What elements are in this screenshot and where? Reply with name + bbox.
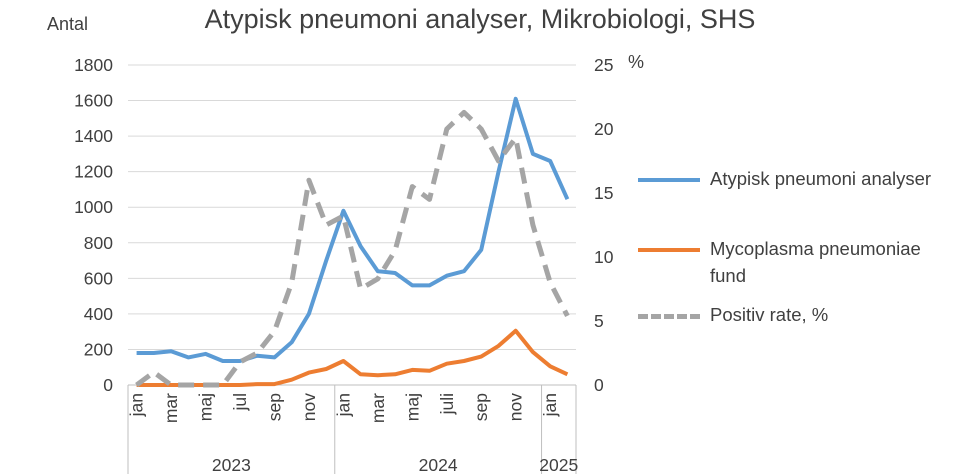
left-tick-label: 1400: [74, 126, 113, 146]
right-tick-label: 15: [594, 183, 613, 203]
left-tick-label: 1800: [74, 55, 113, 75]
right-tick-label: 25: [594, 55, 613, 75]
legend-label-analyser: Atypisk pneumoni analyser: [710, 168, 932, 189]
x-tick-label: sep: [471, 393, 491, 421]
left-tick-label: 1000: [74, 197, 113, 217]
left-tick-label: 400: [84, 304, 113, 324]
left-tick-label: 200: [84, 339, 113, 359]
left-tick-label: 600: [84, 268, 113, 288]
left-tick-label: 800: [84, 233, 113, 253]
left-tick-label: 1600: [74, 91, 113, 111]
right-axis-unit: %: [628, 52, 645, 72]
chart-title: Atypisk pneumoni analyser, Mikrobiologi,…: [204, 4, 756, 34]
right-tick-label: 20: [594, 119, 614, 139]
x-tick-label: nov: [299, 393, 319, 421]
x-tick-label: jan: [333, 393, 353, 417]
series-line-1: [136, 328, 569, 387]
year-label: 2023: [212, 455, 251, 474]
right-tick-label: 5: [594, 311, 604, 331]
right-tick-label: 0: [594, 375, 604, 395]
legend-swatch-positiv-rate: [638, 314, 700, 319]
left-tick-label: 1200: [74, 162, 113, 182]
legend-label-mycoplasma: Mycoplasma pneumoniae fund: [710, 238, 921, 286]
legend-swatch-analyser: [638, 178, 700, 182]
x-tick-label: mar: [161, 393, 181, 423]
year-label: 2024: [419, 455, 458, 474]
x-tick-label: mar: [368, 393, 388, 423]
legend-swatch-mycoplasma: [638, 248, 700, 252]
year-label: 2025: [539, 455, 578, 474]
left-axis-unit: Antal: [47, 14, 89, 34]
x-tick-label: jul: [230, 393, 250, 412]
x-tick-label: sep: [264, 393, 284, 421]
x-tick-label: nov: [506, 393, 526, 421]
left-tick-label: 0: [103, 375, 113, 395]
legend-label-positiv-rate: Positiv rate, %: [710, 304, 829, 325]
series-line-2: [135, 109, 570, 388]
x-tick-label: maj: [402, 393, 422, 421]
x-tick-label: jan: [127, 393, 147, 417]
x-tick-label: maj: [196, 393, 216, 421]
x-tick-label: jan: [540, 393, 560, 417]
series-line-0: [136, 96, 570, 363]
right-tick-label: 10: [594, 247, 614, 267]
x-tick-label: juli: [437, 393, 457, 415]
